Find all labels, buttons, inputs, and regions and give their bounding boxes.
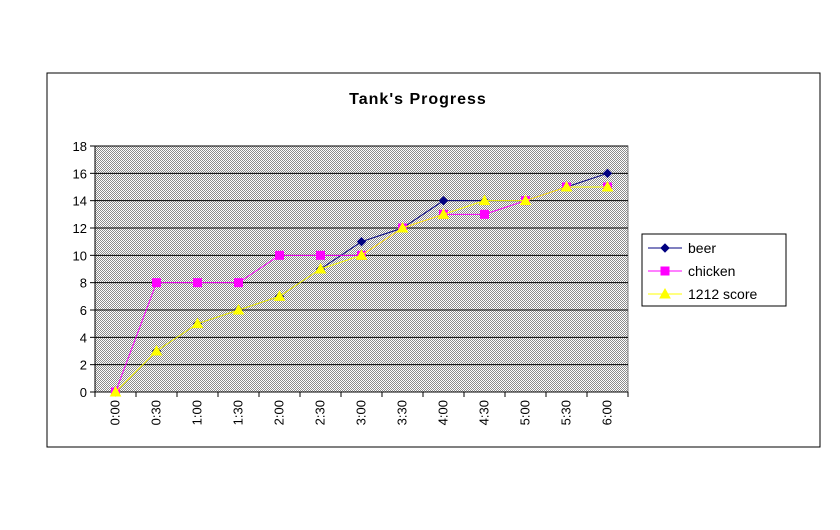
data-point <box>437 208 450 219</box>
data-point <box>193 278 202 288</box>
y-tick-label: 4 <box>80 330 87 345</box>
data-point <box>232 303 245 315</box>
x-tick-label: 0:30 <box>149 400 164 425</box>
x-tick-label: 4:30 <box>477 400 492 425</box>
legend-marker <box>659 287 671 299</box>
plot-area <box>94 145 629 393</box>
data-point <box>316 250 325 260</box>
axes: 0 2 4 6 8 10 12 14 16 18 0:00 0:30 1:00 1:30 2:00 2:30 3… <box>73 139 629 425</box>
y-tick-label: 12 <box>73 221 87 236</box>
y-tick-label: 10 <box>73 248 87 263</box>
data-point <box>314 262 327 274</box>
data-point <box>275 250 284 260</box>
x-tick-label: 1:00 <box>190 400 205 425</box>
x-tick-label: 0:00 <box>108 400 123 425</box>
x-tick-label: 6:00 <box>600 400 615 425</box>
legend-label: beer <box>688 240 716 256</box>
legend-item: beer <box>648 240 716 256</box>
x-tick-label: 2:00 <box>272 400 287 425</box>
y-tick-label: 2 <box>80 358 87 373</box>
x-tick-label: 3:30 <box>395 400 410 425</box>
y-tick-label: 14 <box>73 194 87 209</box>
legend-label: chicken <box>688 263 735 279</box>
y-tick-label: 18 <box>73 139 87 154</box>
data-point <box>152 278 161 288</box>
data-point <box>478 194 491 206</box>
legend-marker <box>660 243 670 253</box>
data-point <box>273 290 286 301</box>
legend: beer chicken 1212 score <box>641 233 787 307</box>
data-point <box>234 278 243 288</box>
data-point <box>355 249 368 260</box>
y-tick-label: 8 <box>80 276 87 291</box>
legend-marker <box>660 266 670 276</box>
x-tick-label: 5:00 <box>518 400 533 425</box>
y-tick-label: 0 <box>80 385 87 400</box>
data-point <box>356 236 367 247</box>
data-point <box>438 195 449 206</box>
series-lines <box>109 168 614 397</box>
data-point <box>150 344 163 356</box>
x-tick-label: 4:00 <box>436 400 451 425</box>
y-tick-label: 6 <box>80 303 87 318</box>
data-point <box>109 385 122 397</box>
legend-label: 1212 score <box>688 286 757 302</box>
x-tick-label: 5:30 <box>559 400 574 425</box>
data-point <box>191 317 204 329</box>
x-tick-label: 1:30 <box>231 400 246 425</box>
data-point <box>560 180 573 192</box>
series-1212-score <box>109 180 614 397</box>
x-tick-label: 3:00 <box>354 400 369 425</box>
legend-item: chicken <box>648 263 735 279</box>
gridlines <box>95 145 628 366</box>
legend-item: 1212 score <box>648 286 757 302</box>
chart-title: Tank's Progress <box>349 91 487 108</box>
data-point <box>602 168 613 179</box>
x-tick-label: 2:30 <box>313 400 328 425</box>
data-point <box>396 221 409 233</box>
data-point <box>519 194 532 206</box>
data-point <box>480 209 489 219</box>
data-point <box>601 180 614 192</box>
y-tick-label: 16 <box>73 166 87 181</box>
